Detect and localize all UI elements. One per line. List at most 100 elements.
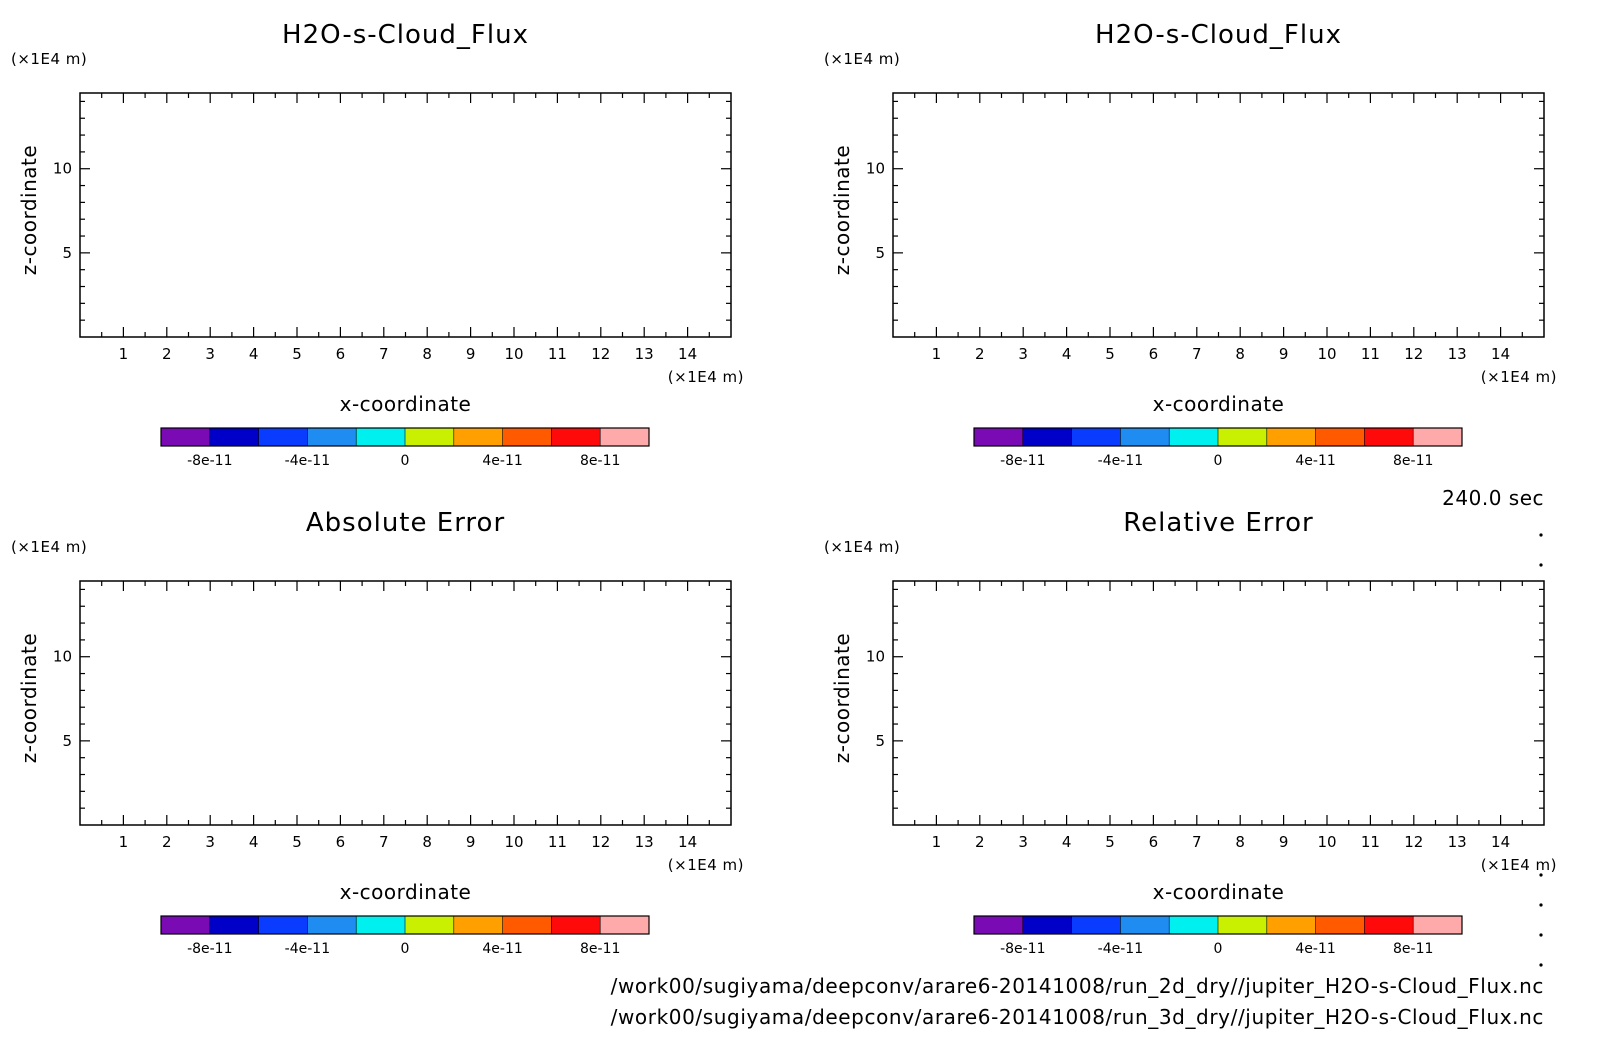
colorbar-swatch <box>307 428 357 446</box>
chart-panel-3: Absolute Error(×1E4 m)1 2 3 4 5 6 7 8 9 10 11 12 13 1… <box>11 508 744 957</box>
colorbar-swatch <box>1364 428 1414 446</box>
chart-title: H2O-s-Cloud_Flux <box>282 20 529 50</box>
colorbar: -8e-11 -4e-11 0 4e-11 8e-11 <box>160 427 650 469</box>
colorbar-label: -8e-11 <box>1000 453 1045 469</box>
colorbar-label: -8e-11 <box>187 453 232 469</box>
x-tick-label: 2 <box>975 833 985 851</box>
colorbar-swatch <box>1120 916 1170 934</box>
x-tick-label: 6 <box>336 833 346 851</box>
x-tick-label: 9 <box>466 345 476 363</box>
x-axis-label: x-coordinate <box>1153 392 1285 416</box>
x-tick-label: 9 <box>466 833 476 851</box>
colorbar-swatch <box>1218 916 1268 934</box>
colorbar-label: 0 <box>401 453 410 469</box>
x-tick-label: 1 <box>932 833 942 851</box>
x-tick-label: 5 <box>292 345 302 363</box>
x-tick-label: 4 <box>1062 833 1072 851</box>
x-tick-label: 4 <box>249 833 259 851</box>
x-tick-label: 6 <box>1149 833 1159 851</box>
chart-title: Absolute Error <box>306 508 505 538</box>
y-unit-label: (×1E4 m) <box>11 538 87 556</box>
y-tick-label: 5 <box>875 244 885 262</box>
x-unit-label: (×1E4 m) <box>668 368 744 386</box>
y-tick-label: 5 <box>62 244 72 262</box>
x-tick-label: 11 <box>548 345 567 363</box>
colorbar-swatch <box>258 428 308 446</box>
colorbar-label: -8e-11 <box>1000 941 1045 957</box>
colorbar-label: 0 <box>1214 941 1223 957</box>
y-axis-label: z-coordinate <box>17 633 41 763</box>
colorbar-swatch <box>600 916 650 934</box>
colorbar-swatch <box>1218 428 1268 446</box>
x-tick-label: 6 <box>336 345 346 363</box>
colorbar-swatch <box>356 428 406 446</box>
x-unit-label: (×1E4 m) <box>1481 856 1557 874</box>
y-unit-label: (×1E4 m) <box>824 538 900 556</box>
y-tick-label: 10 <box>866 648 885 666</box>
x-tick-label: 7 <box>1192 833 1202 851</box>
x-axis-label: x-coordinate <box>1153 880 1285 904</box>
x-tick-label: 14 <box>1491 833 1510 851</box>
x-tick-label: 13 <box>635 345 654 363</box>
x-tick-label: 2 <box>162 833 172 851</box>
colorbar: -8e-11 -4e-11 0 4e-11 8e-11 <box>973 915 1463 957</box>
y-tick-label: 5 <box>875 732 885 750</box>
x-tick-label: 13 <box>635 833 654 851</box>
x-tick-label: 7 <box>1192 345 1202 363</box>
colorbar-swatch <box>1169 916 1219 934</box>
x-tick-label: 1 <box>932 345 942 363</box>
colorbar-swatch <box>209 428 260 446</box>
colorbar-swatch <box>1266 916 1317 934</box>
y-axis-label: z-coordinate <box>17 145 41 275</box>
colorbar-swatch <box>1413 916 1463 934</box>
chart-panel-4: Relative Error(×1E4 m)1 2 3 4 5 6 7 8 9 10 11 12 13 1… <box>824 508 1557 957</box>
y-axis-label: z-coordinate <box>830 633 854 763</box>
colorbar-swatch <box>1364 916 1414 934</box>
plot-area <box>892 580 1545 826</box>
x-tick-label: 11 <box>1361 833 1380 851</box>
colorbar-swatch <box>1413 428 1463 446</box>
colorbar: -8e-11 -4e-11 0 4e-11 8e-11 <box>973 427 1463 469</box>
x-tick-label: 12 <box>591 345 610 363</box>
x-tick-label: 7 <box>379 345 389 363</box>
colorbar-label: 0 <box>1214 453 1223 469</box>
x-tick-label: 13 <box>1448 833 1467 851</box>
colorbar-swatch <box>600 428 650 446</box>
x-tick-label: 14 <box>678 345 697 363</box>
colorbar-label: 8e-11 <box>1393 453 1433 469</box>
colorbar: -8e-11 -4e-11 0 4e-11 8e-11 <box>160 915 650 957</box>
y-tick-label: 10 <box>866 160 885 178</box>
x-tick-label: 2 <box>162 345 172 363</box>
chart-panel-2: H2O-s-Cloud_Flux(×1E4 m)1 2 3 4 5 6 7 8 9 10 11 12 1… <box>824 20 1557 469</box>
x-tick-label: 2 <box>975 345 985 363</box>
x-tick-label: 14 <box>678 833 697 851</box>
plot-area <box>892 92 1545 338</box>
x-tick-label: 13 <box>1448 345 1467 363</box>
colorbar-swatch <box>209 916 260 934</box>
colorbar-swatch <box>974 428 1024 446</box>
colorbar-label: 4e-11 <box>482 453 522 469</box>
x-axis-label: x-coordinate <box>340 880 472 904</box>
x-tick-label: 4 <box>1062 345 1072 363</box>
colorbar-label: -4e-11 <box>285 941 330 957</box>
x-tick-label: 8 <box>1235 833 1245 851</box>
colorbar-swatch <box>161 428 211 446</box>
colorbar-swatch <box>502 428 552 446</box>
x-tick-label: 5 <box>292 833 302 851</box>
colorbar-swatch <box>307 916 357 934</box>
colorbar-swatch <box>453 916 504 934</box>
x-tick-label: 3 <box>1018 833 1028 851</box>
colorbar-label: -4e-11 <box>285 453 330 469</box>
x-tick-label: 12 <box>1404 345 1423 363</box>
stray-dot <box>1539 873 1543 877</box>
x-tick-label: 8 <box>1235 345 1245 363</box>
x-tick-label: 5 <box>1105 345 1115 363</box>
colorbar-swatch <box>551 916 601 934</box>
x-tick-label: 5 <box>1105 833 1115 851</box>
x-unit-label: (×1E4 m) <box>1481 368 1557 386</box>
colorbar-label: -8e-11 <box>187 941 232 957</box>
x-tick-label: 6 <box>1149 345 1159 363</box>
colorbar-label: 4e-11 <box>482 941 522 957</box>
stray-dot <box>1539 533 1543 537</box>
